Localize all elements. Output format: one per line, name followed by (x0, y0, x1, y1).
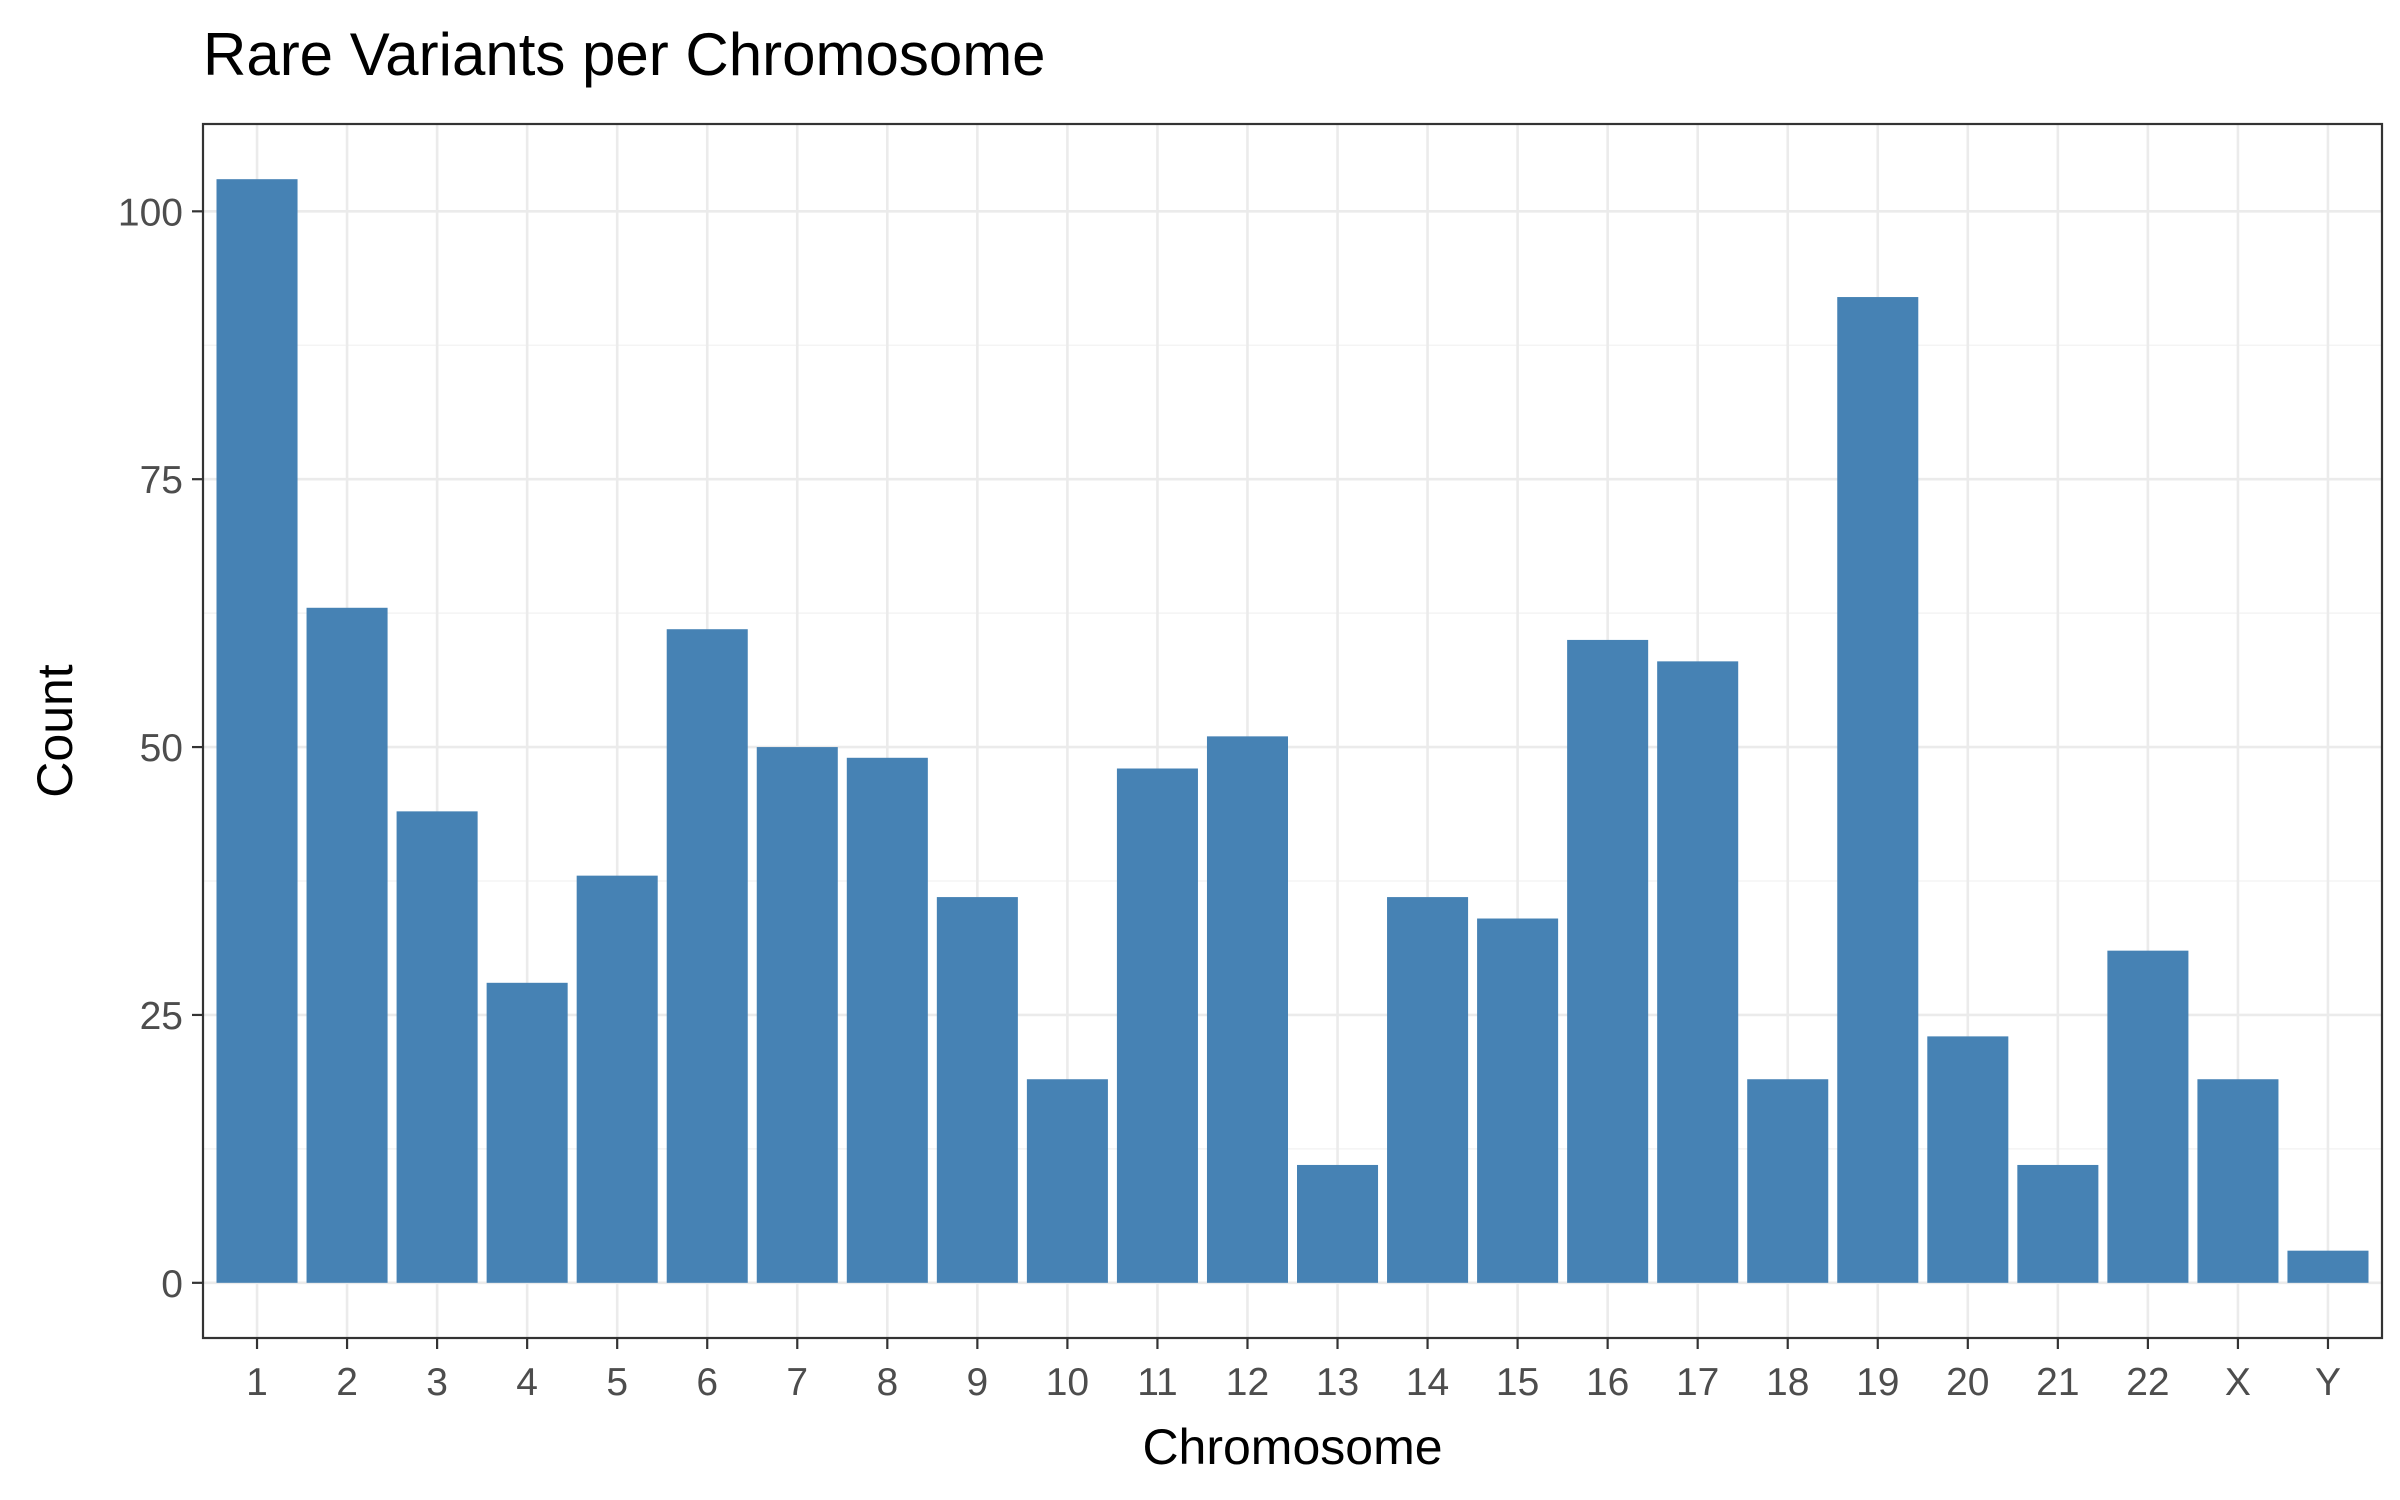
y-tick-label: 100 (118, 191, 183, 234)
x-tick-label: 3 (426, 1361, 448, 1404)
bar-chr-10 (1026, 1079, 1108, 1283)
bar-chr-19 (1837, 297, 1919, 1283)
x-tick-label: 18 (1766, 1361, 1809, 1404)
bar-chr-7 (756, 747, 838, 1283)
bar-chr-12 (1206, 736, 1288, 1283)
x-tick-label: 16 (1586, 1361, 1629, 1404)
bar-chr-21 (2017, 1164, 2099, 1283)
x-tick-label: 15 (1496, 1361, 1539, 1404)
bar-chr-Y (2287, 1250, 2369, 1283)
bar-chr-3 (396, 811, 478, 1283)
x-tick-label: 17 (1676, 1361, 1719, 1404)
bar-chr-16 (1567, 639, 1649, 1283)
x-tick-label: 8 (876, 1361, 898, 1404)
bar-chr-17 (1657, 661, 1739, 1283)
x-tick-label: X (2225, 1361, 2251, 1404)
x-tick-label: 9 (967, 1361, 989, 1404)
x-tick-label: 12 (1226, 1361, 1269, 1404)
x-tick-label: 22 (2126, 1361, 2169, 1404)
x-tick-label: 10 (1046, 1361, 1089, 1404)
chart-title: Rare Variants per Chromosome (203, 21, 1046, 88)
y-axis-title: Count (27, 664, 83, 798)
x-tick-label: 1 (246, 1361, 268, 1404)
bar-chr-14 (1387, 897, 1469, 1283)
x-tick-label: Y (2315, 1361, 2341, 1404)
y-tick-label: 75 (140, 459, 183, 502)
panel-border (201, 122, 2384, 1340)
x-tick-label: 11 (1137, 1361, 1178, 1404)
bar-chr-6 (666, 629, 748, 1283)
x-tick-label: 5 (606, 1361, 628, 1404)
bar-chr-18 (1747, 1079, 1829, 1283)
bar-chr-9 (936, 897, 1018, 1283)
y-tick-label: 0 (161, 1263, 183, 1306)
bar-chr-20 (1927, 1036, 2009, 1283)
x-tick-label: 7 (786, 1361, 808, 1404)
bar-chr-4 (486, 982, 568, 1283)
bar-chr-1 (216, 179, 298, 1283)
bars (216, 179, 2369, 1283)
x-axis: 1 2 3 4 5 6 7 8 9 10 11 12 13 14 15 16 17 18 19 20 21 22 X Y (246, 1338, 2341, 1404)
bar-chr-11 (1116, 768, 1198, 1283)
bar-chr-22 (2107, 950, 2189, 1283)
bar-chr-X (2197, 1079, 2279, 1283)
bar-chr-13 (1297, 1164, 1379, 1283)
x-tick-label: 2 (336, 1361, 358, 1404)
bar-chr-15 (1477, 918, 1559, 1283)
x-tick-label: 4 (516, 1361, 538, 1404)
bar-chr-5 (576, 875, 658, 1283)
bar-chr-2 (306, 607, 388, 1283)
y-axis: 0 25 50 75 100 (118, 191, 203, 1306)
y-tick-label: 25 (140, 995, 183, 1038)
x-tick-label: 14 (1406, 1361, 1449, 1404)
x-tick-label: 19 (1856, 1361, 1899, 1404)
bar-chr-8 (846, 757, 928, 1283)
x-tick-label: 13 (1316, 1361, 1359, 1404)
x-tick-label: 21 (2036, 1361, 2079, 1404)
x-tick-label: 20 (1946, 1361, 1989, 1404)
x-axis-title: Chromosome (1142, 1419, 1442, 1475)
y-tick-label: 50 (140, 727, 183, 770)
x-tick-label: 6 (696, 1361, 718, 1404)
